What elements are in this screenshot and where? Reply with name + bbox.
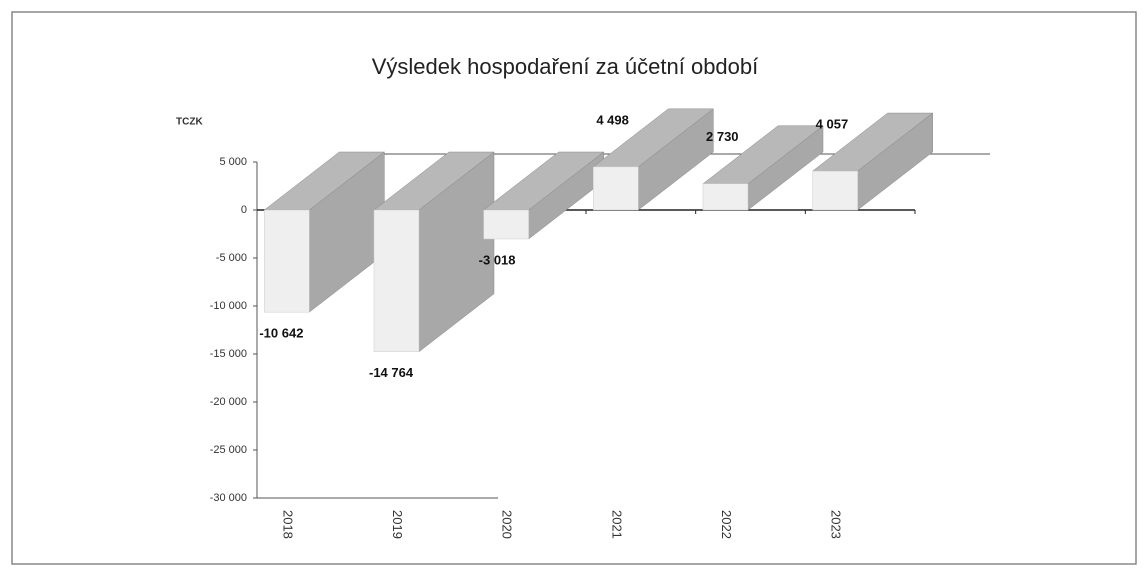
x-tick-label: 2023 [829,510,844,539]
bar [264,209,310,313]
value-label: 2 730 [706,129,739,144]
bar [702,183,749,211]
y-tick-label: -30 000 [210,492,247,504]
x-tick-label: 2022 [719,510,734,539]
bar [593,166,639,211]
x-tick-label: 2018 [280,510,295,539]
value-label: -3 018 [479,252,516,267]
y-tick-label: -5 000 [216,252,247,264]
x-tick-label: 2019 [390,510,405,539]
bar [483,209,529,240]
y-tick-label: 5 000 [219,156,247,168]
y-axis-label: TCZK [176,117,203,128]
y-tick-label: -25 000 [210,444,247,456]
value-label: -10 642 [259,326,303,341]
y-tick-label: -10 000 [210,300,247,312]
frame [11,11,1137,565]
y-tick-label: 0 [241,204,247,216]
bar [812,170,858,211]
x-tick-label: 2021 [609,510,624,539]
chart-title: Výsledek hospodaření za účetní období [372,54,759,79]
value-label: -14 764 [369,365,414,380]
y-tick-label: -20 000 [210,396,247,408]
value-label: 4 057 [816,116,849,131]
value-label: 4 498 [596,112,629,127]
x-tick-label: 2020 [500,510,515,539]
y-tick-label: -15 000 [210,348,247,360]
bar [373,209,420,352]
